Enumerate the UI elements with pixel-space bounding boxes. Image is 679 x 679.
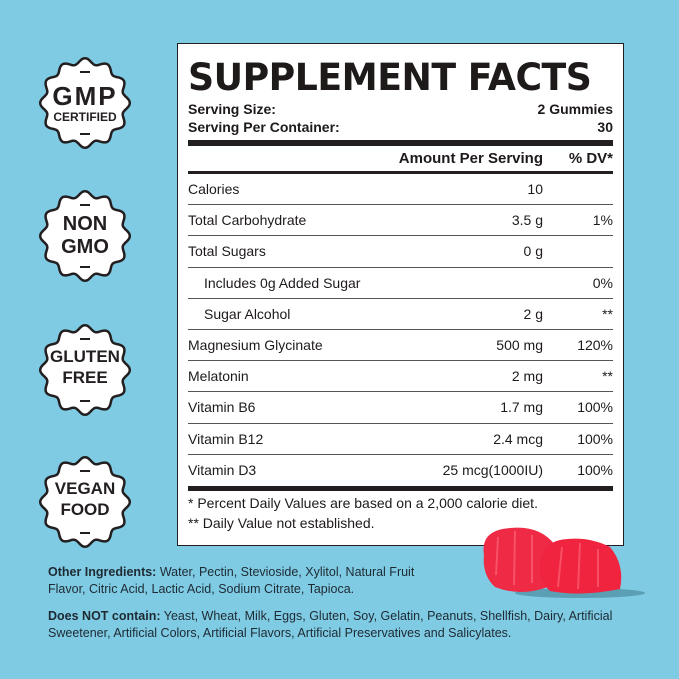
dv-header: % DV*	[568, 150, 613, 167]
table-row: Calories 10	[188, 174, 613, 206]
badge-line1: GLUTEN	[50, 347, 120, 366]
nutrient-name: Includes 0g Added Sugar	[204, 274, 361, 291]
gluten-free-badge: GLUTEN FREE	[38, 323, 132, 417]
nutrient-amount: 10	[527, 181, 543, 198]
table-row: Magnesium Glycinate 500 mg 120%	[188, 330, 613, 362]
nutrient-amount: 0 g	[523, 243, 543, 260]
amount-header: Amount Per Serving	[398, 150, 543, 167]
serving-size-label: Serving Size:	[188, 101, 276, 117]
table-row: Includes 0g Added Sugar 0%	[188, 268, 613, 299]
nutrient-name: Vitamin B12	[188, 430, 264, 447]
footnote-not-established: ** Daily Value not established.	[188, 514, 375, 531]
nutrient-dv: 100%	[577, 399, 613, 416]
nutrient-name: Sugar Alcohol	[204, 305, 291, 322]
nutrient-dv: 1%	[592, 212, 613, 229]
nutrient-amount: 3.5 g	[511, 212, 543, 229]
servings-label: Serving Per Container:	[188, 119, 340, 135]
table-row: Sugar Alcohol 2 g **	[188, 299, 613, 330]
footnote-dv: * Percent Daily Values are based on a 2,…	[188, 494, 538, 511]
nutrient-amount: 2.4 mcg	[493, 430, 543, 447]
vegan-food-badge: VEGAN FOOD	[38, 455, 132, 549]
nutrient-name: Magnesium Glycinate	[188, 337, 323, 354]
other-ingredients-text: Water, Pectin, Stevioside, Xylitol, Natu…	[48, 565, 415, 596]
other-ingredients-label: Other Ingredients:	[48, 565, 157, 579]
badge-line1: NON	[62, 213, 108, 235]
servings-per-container-row: Serving Per Container: 30	[188, 118, 613, 136]
badge-line2: FREE	[62, 368, 108, 387]
nutrient-dv: 0%	[592, 274, 613, 291]
serving-size-value: 2 Gummies	[537, 101, 613, 117]
non-gmo-badge: NON GMO	[38, 189, 132, 283]
table-row: Vitamin D3 25 mcg(1000IU) 100%	[188, 455, 613, 486]
badge-line2: GMO	[61, 236, 109, 258]
nutrient-amount: 2 g	[523, 305, 543, 322]
supplement-facts-panel: SUPPLEMENT FACTS Serving Size: 2 Gummies …	[177, 43, 624, 546]
nutrient-amount: 2 mg	[511, 368, 543, 385]
gummy-left	[483, 527, 558, 592]
nutrient-name: Total Carbohydrate	[188, 212, 307, 229]
footnotes: * Percent Daily Values are based on a 2,…	[188, 485, 613, 533]
table-row: Total Sugars 0 g	[188, 236, 613, 268]
gummies-image	[483, 527, 645, 598]
badge-line2: CERTIFIED	[53, 110, 117, 124]
divider	[188, 140, 613, 146]
nutrient-name: Calories	[188, 181, 240, 198]
nutrient-name: Melatonin	[188, 368, 249, 385]
badge-line1: GMP	[52, 81, 118, 111]
nutrient-dv: 100%	[577, 430, 613, 447]
badge-line1: VEGAN	[54, 479, 116, 498]
nutrient-dv: **	[602, 368, 613, 385]
nutrient-dv: 120%	[577, 337, 613, 354]
serving-size-row: Serving Size: 2 Gummies	[188, 100, 613, 118]
nutrient-name: Total Sugars	[188, 243, 266, 260]
nutrient-name: Vitamin B6	[188, 399, 256, 416]
gummy-right	[539, 538, 622, 594]
servings-value: 30	[597, 119, 613, 135]
does-not-contain: Does NOT contain: Yeast, Wheat, Milk, Eg…	[48, 608, 628, 642]
facts-title: SUPPLEMENT FACTS	[188, 56, 592, 99]
table-row: Vitamin B12 2.4 mcg 100%	[188, 424, 613, 455]
nutrient-amount: 1.7 mg	[500, 399, 543, 416]
badge-line2: FOOD	[60, 500, 110, 519]
table-row: Melatonin 2 mg **	[188, 361, 613, 393]
table-row: Vitamin B6 1.7 mg 100%	[188, 392, 613, 424]
table-header: Amount Per Serving % DV*	[188, 146, 613, 174]
other-ingredients: Other Ingredients: Water, Pectin, Stevio…	[48, 564, 448, 598]
nutrient-dv: 100%	[577, 462, 613, 479]
table-row: Total Carbohydrate 3.5 g 1%	[188, 205, 613, 237]
nutrient-dv: **	[602, 305, 613, 322]
does-not-contain-text: Yeast, Wheat, Milk, Eggs, Gluten, Soy, G…	[48, 609, 613, 640]
nutrient-name: Vitamin D3	[188, 462, 257, 479]
does-not-contain-label: Does NOT contain:	[48, 609, 161, 623]
gmp-certified-badge: GMP CERTIFIED	[38, 56, 132, 150]
nutrient-amount: 500 mg	[496, 337, 543, 354]
nutrient-amount: 25 mcg(1000IU)	[442, 462, 543, 479]
